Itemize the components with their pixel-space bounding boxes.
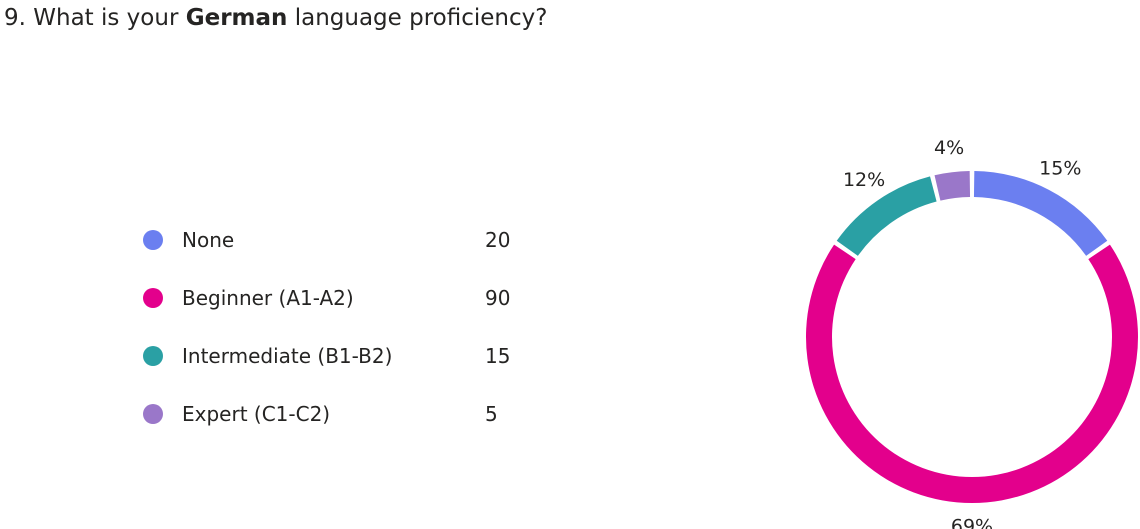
question-title: 9. What is your German language proficie…	[4, 2, 547, 34]
chart-legend: None 20 Beginner (A1-A2) 90 Intermediate…	[140, 222, 540, 454]
legend-item-beginner: Beginner (A1-A2) 90	[140, 280, 540, 338]
legend-label: Expert (C1-C2)	[182, 402, 331, 426]
legend-count: 90	[485, 286, 511, 310]
slice-intermediate-b1-b2[interactable]	[836, 176, 937, 256]
legend-count: 15	[485, 344, 511, 368]
legend-count: 5	[485, 402, 498, 426]
legend-item-intermediate: Intermediate (B1-B2) 15	[140, 338, 540, 396]
legend-item-none: None 20	[140, 222, 540, 280]
slice-none[interactable]	[973, 171, 1108, 256]
slice-expert-c1-c2[interactable]	[934, 171, 971, 201]
legend-item-expert: Expert (C1-C2) 5	[140, 396, 540, 454]
legend-swatch	[143, 346, 163, 366]
legend-swatch	[143, 288, 163, 308]
legend-swatch	[143, 230, 163, 250]
legend-label: None	[182, 228, 235, 252]
slice-beginner-a1-a2[interactable]	[806, 244, 1138, 503]
legend-label: Beginner (A1-A2)	[182, 286, 354, 310]
slice-label-none: 15%	[1039, 157, 1081, 179]
legend-swatch	[143, 404, 163, 424]
legend-count: 20	[485, 228, 511, 252]
legend-label: Intermediate (B1-B2)	[182, 344, 393, 368]
question-keyword: German	[185, 5, 288, 31]
slice-label-beginner-a1-a2: 69%	[951, 516, 993, 529]
donut-chart: 15% 69% 12% 4%	[806, 137, 1138, 529]
question-prefix: 9. What is your	[4, 5, 186, 31]
slice-label-intermediate-b1-b2: 12%	[843, 169, 885, 191]
question-suffix: language proficiency?	[287, 5, 548, 31]
slice-label-expert-c1-c2: 4%	[934, 137, 964, 159]
